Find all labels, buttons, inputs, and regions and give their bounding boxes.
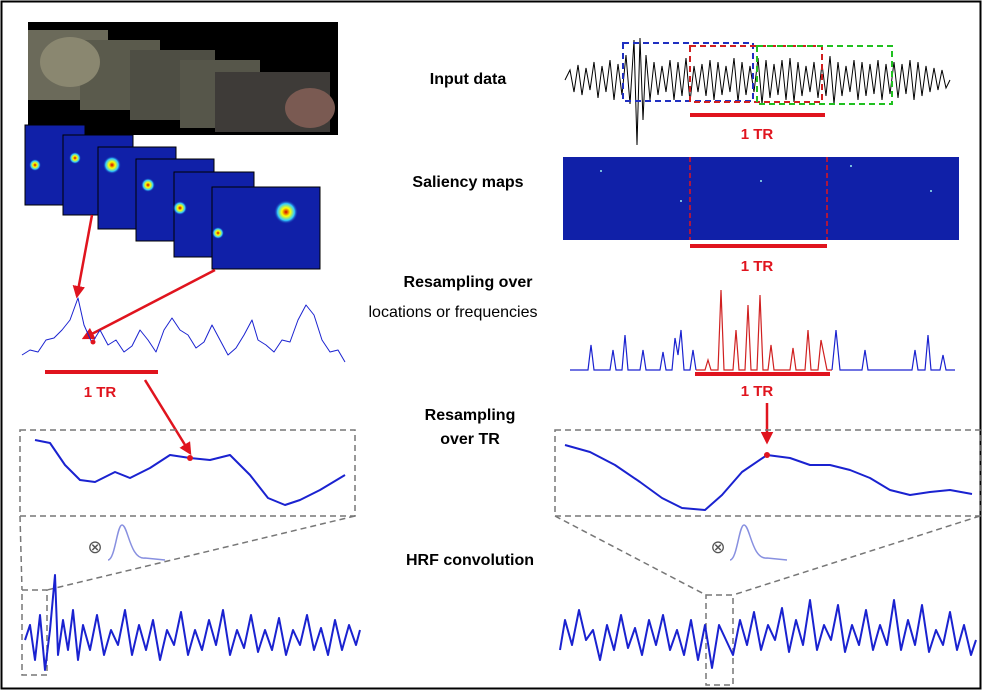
arrow [77,215,92,296]
zoom-box [706,595,733,685]
sample-point [91,340,96,345]
spectrum [570,330,696,370]
hrf-curve [108,525,165,560]
sample-point [764,452,770,458]
sampled-signal [22,298,345,362]
convolved-signal [560,600,976,668]
saliency-spectrogram [563,157,959,240]
zoom-box [20,430,355,516]
zoom-line [733,516,980,595]
spectrum-window [696,290,832,370]
tr-label: 1 TR [741,258,774,275]
zoom-box [22,590,47,675]
diagram: 1 TR 1 TR 1 TR 1 TR ⊗ ⊗ Input data Salie… [0,0,982,690]
step-label: Resampling over [404,274,533,291]
step-label: over TR [440,431,500,448]
sample-point [187,455,193,461]
arrow [145,380,190,453]
zoom-line [555,516,706,595]
step-label: HRF convolution [406,552,534,569]
video-frames [28,22,338,135]
step-label: Input data [430,71,507,88]
zoom-box [555,430,980,516]
arrow [84,270,215,338]
tr-label: 1 TR [741,383,774,400]
step-label: Resampling [425,407,516,424]
spectrum [832,330,955,370]
hrf-curve [730,525,787,560]
convolution-symbol: ⊗ [710,537,725,557]
convolved-signal [25,575,360,670]
resampled-signal [35,440,345,505]
zoom-line [20,516,22,590]
window-box [623,43,753,101]
tr-label: 1 TR [84,384,117,401]
tr-label: 1 TR [741,126,774,143]
convolution-symbol: ⊗ [87,537,102,557]
step-label: Saliency maps [412,174,523,191]
step-sublabel: locations or frequencies [369,304,538,321]
saliency-stack [25,125,320,269]
